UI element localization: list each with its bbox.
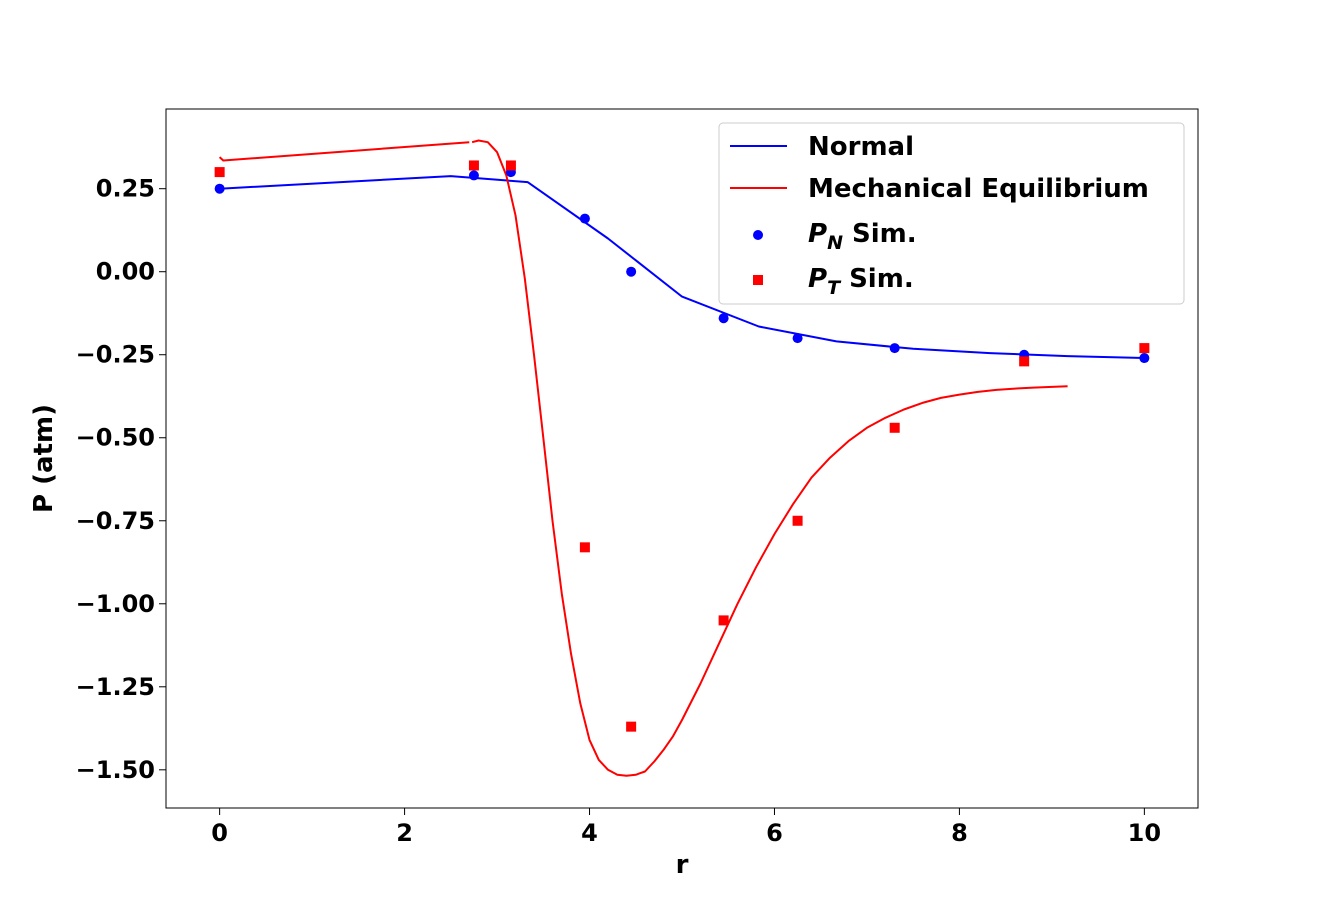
- scatter-point: [214, 183, 225, 194]
- y-axis-label: P (atm): [29, 404, 59, 513]
- scatter-point: [214, 167, 225, 178]
- plot-content: [214, 139, 1150, 777]
- series-line: [218, 141, 470, 162]
- scatter-point: [792, 515, 803, 526]
- scatter-point: [889, 343, 900, 354]
- plot-frame: [165, 108, 1199, 809]
- y-tick-label: −1.50: [76, 756, 155, 784]
- legend-label-rest: Sim.: [843, 219, 917, 249]
- scatter-point: [468, 170, 479, 181]
- legend-label: PN Sim.: [808, 219, 917, 254]
- scatter-point: [889, 422, 900, 433]
- legend-label-sub: N: [827, 232, 843, 254]
- legend-label-main: P: [808, 219, 827, 249]
- scatter-point: [718, 313, 729, 324]
- series-line: [219, 175, 1145, 359]
- scatter-point: [1139, 353, 1150, 364]
- scatter-point: [1019, 356, 1030, 367]
- x-tick-label: 0: [211, 819, 228, 847]
- x-tick-label: 4: [581, 819, 598, 847]
- scatter-point: [1139, 343, 1150, 354]
- y-tick-label: −0.75: [76, 507, 155, 535]
- legend-circle-swatch: [753, 230, 763, 240]
- y-tick-label: 0.00: [96, 258, 155, 286]
- series-line: [471, 139, 1068, 777]
- y-axis: 0.25 0.00 −0.25 −0.50 −0.75 −1.00 −1.25 −1.50: [76, 175, 166, 784]
- scatter-point: [626, 721, 637, 732]
- legend-label-sub: T: [827, 277, 842, 299]
- x-axis-label: r: [676, 850, 689, 880]
- x-tick-label: 8: [951, 819, 968, 847]
- legend-square-swatch: [753, 275, 763, 285]
- x-axis: 0 2 4 6 8 10: [211, 808, 1161, 847]
- scatter-point: [579, 542, 590, 553]
- legend-label-main: P: [808, 264, 827, 294]
- y-tick-label: −1.25: [76, 673, 155, 701]
- y-tick-label: −0.25: [76, 341, 155, 369]
- x-tick-label: 6: [766, 819, 783, 847]
- legend-label: Mechanical Equilibrium: [808, 174, 1149, 204]
- x-tick-label: 2: [396, 819, 413, 847]
- scatter-point: [505, 160, 516, 171]
- y-tick-label: 0.25: [96, 175, 155, 203]
- scatter-point: [792, 333, 803, 344]
- legend-box: [718, 122, 1185, 305]
- legend-label: PT Sim.: [808, 264, 914, 299]
- scatter-point: [579, 213, 590, 224]
- scatter-point: [468, 160, 479, 171]
- legend-label: Normal: [808, 132, 914, 162]
- y-tick-label: −0.50: [76, 424, 155, 452]
- scatter-point: [626, 266, 637, 277]
- x-tick-label: 10: [1128, 819, 1161, 847]
- legend-label-rest: Sim.: [840, 264, 914, 294]
- scatter-point: [718, 615, 729, 626]
- y-tick-label: −1.00: [76, 590, 155, 618]
